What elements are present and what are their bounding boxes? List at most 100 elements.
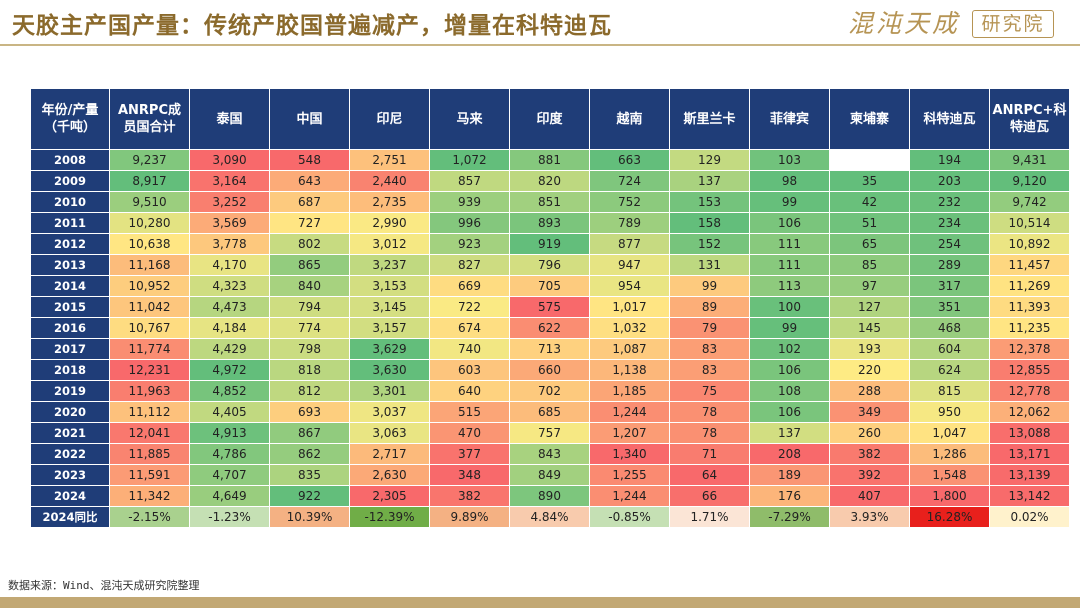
data-cell: 51 <box>829 212 910 234</box>
yoy-cell: -12.39% <box>349 506 430 528</box>
data-cell: 89 <box>669 296 750 318</box>
data-cell: 705 <box>509 275 590 297</box>
table-header-row: 年份/产量（千吨） ANRPC成员国合计 泰国 中国 印尼 马来 印度 越南 斯里兰卡 菲律宾 柬埔… <box>30 88 1070 150</box>
data-cell: 3,252 <box>189 191 270 213</box>
data-cell: 3,569 <box>189 212 270 234</box>
data-cell: 9,431 <box>989 149 1070 171</box>
data-cell: 851 <box>509 191 590 213</box>
data-cell: 289 <box>909 254 990 276</box>
data-cell: 685 <box>509 401 590 423</box>
data-cell: 103 <box>749 149 830 171</box>
production-table-container: 年份/产量（千吨） ANRPC成员国合计 泰国 中国 印尼 马来 印度 越南 斯里兰卡 菲律宾 柬埔… <box>30 88 1070 528</box>
column-header: 中国 <box>269 88 350 150</box>
table-row: 2010 9,510 3,252 687 2,735 939 851 752 153 99 42 23… <box>30 191 1070 213</box>
data-cell: 349 <box>829 401 910 423</box>
data-cell: 996 <box>429 212 510 234</box>
data-cell: 12,231 <box>109 359 190 381</box>
data-cell: 840 <box>269 275 350 297</box>
data-cell: 818 <box>269 359 350 381</box>
data-cell: 392 <box>829 464 910 486</box>
data-cell: 66 <box>669 485 750 507</box>
data-cell: 1,138 <box>589 359 670 381</box>
data-cell: 835 <box>269 464 350 486</box>
data-cell: 1,207 <box>589 422 670 444</box>
data-cell: 4,405 <box>189 401 270 423</box>
data-cell: 78 <box>669 422 750 444</box>
table-row: 2023 11,591 4,707 835 2,630 348 849 1,255 64 189 3… <box>30 464 1070 486</box>
data-cell: 111 <box>749 254 830 276</box>
year-cell: 2022 <box>30 443 110 465</box>
data-cell: 208 <box>749 443 830 465</box>
data-cell: 85 <box>829 254 910 276</box>
data-cell: 11,042 <box>109 296 190 318</box>
data-cell: 603 <box>429 359 510 381</box>
yoy-cell: 1.71% <box>669 506 750 528</box>
data-cell: 798 <box>269 338 350 360</box>
column-header: 斯里兰卡 <box>669 88 750 150</box>
data-cell: 111 <box>749 233 830 255</box>
data-cell: 1,087 <box>589 338 670 360</box>
column-header: 越南 <box>589 88 670 150</box>
data-cell: 232 <box>909 191 990 213</box>
table-row: 2014 10,952 4,323 840 3,153 669 705 954 99 113 97 3… <box>30 275 1070 297</box>
table-row: 2011 10,280 3,569 727 2,990 996 893 789 158 106 51… <box>30 212 1070 234</box>
data-cell: 3,012 <box>349 233 430 255</box>
data-cell: 11,342 <box>109 485 190 507</box>
data-cell: 3,153 <box>349 275 430 297</box>
data-cell: 12,378 <box>989 338 1070 360</box>
data-cell: 194 <box>909 149 990 171</box>
data-cell: 687 <box>269 191 350 213</box>
column-header: ANRPC成员国合计 <box>109 88 190 150</box>
data-cell: 2,305 <box>349 485 430 507</box>
data-cell: 865 <box>269 254 350 276</box>
data-cell: 3,090 <box>189 149 270 171</box>
data-cell: 99 <box>669 275 750 297</box>
column-header: 科特迪瓦 <box>909 88 990 150</box>
data-cell: 12,855 <box>989 359 1070 381</box>
data-cell: 820 <box>509 170 590 192</box>
table-row: 2024 11,342 4,649 922 2,305 382 890 1,244 66 176 4… <box>30 485 1070 507</box>
data-cell: 1,244 <box>589 485 670 507</box>
data-cell: 4,473 <box>189 296 270 318</box>
table-body: 2008 9,237 3,090 548 2,751 1,072 881 663 129 103 1… <box>30 149 1070 528</box>
data-cell: 79 <box>669 317 750 339</box>
data-cell: 42 <box>829 191 910 213</box>
table-row: 2012 10,638 3,778 802 3,012 923 919 877 152 111 65… <box>30 233 1070 255</box>
yoy-cell: 0.02% <box>989 506 1070 528</box>
data-cell: 919 <box>509 233 590 255</box>
year-cell: 2013 <box>30 254 110 276</box>
data-cell: 153 <box>669 191 750 213</box>
data-cell: 127 <box>829 296 910 318</box>
table-row: 2019 11,963 4,852 812 3,301 640 702 1,185 75 108 2… <box>30 380 1070 402</box>
data-cell: 1,255 <box>589 464 670 486</box>
year-cell: 2015 <box>30 296 110 318</box>
data-cell: 1,185 <box>589 380 670 402</box>
data-cell: 145 <box>829 317 910 339</box>
data-cell: 669 <box>429 275 510 297</box>
data-cell: 774 <box>269 317 350 339</box>
data-cell: 3,164 <box>189 170 270 192</box>
data-cell: 604 <box>909 338 990 360</box>
data-cell: 11,269 <box>989 275 1070 297</box>
data-cell: 351 <box>909 296 990 318</box>
data-cell: 13,142 <box>989 485 1070 507</box>
data-cell: 2,751 <box>349 149 430 171</box>
data-cell: 802 <box>269 233 350 255</box>
column-header: 印尼 <box>349 88 430 150</box>
data-cell: 939 <box>429 191 510 213</box>
data-cell: 9,120 <box>989 170 1070 192</box>
data-cell: 11,168 <box>109 254 190 276</box>
data-cell: 106 <box>749 401 830 423</box>
data-cell: 2,717 <box>349 443 430 465</box>
yoy-cell: 9.89% <box>429 506 510 528</box>
column-header: 柬埔寨 <box>829 88 910 150</box>
data-cell: 348 <box>429 464 510 486</box>
data-cell: 713 <box>509 338 590 360</box>
data-cell: 954 <box>589 275 670 297</box>
yoy-cell: 10.39% <box>269 506 350 528</box>
data-cell: 64 <box>669 464 750 486</box>
data-cell: 812 <box>269 380 350 402</box>
data-cell: 189 <box>749 464 830 486</box>
data-cell: 849 <box>509 464 590 486</box>
table-row: 2016 10,767 4,184 774 3,157 674 622 1,032 79 99 14… <box>30 317 1070 339</box>
